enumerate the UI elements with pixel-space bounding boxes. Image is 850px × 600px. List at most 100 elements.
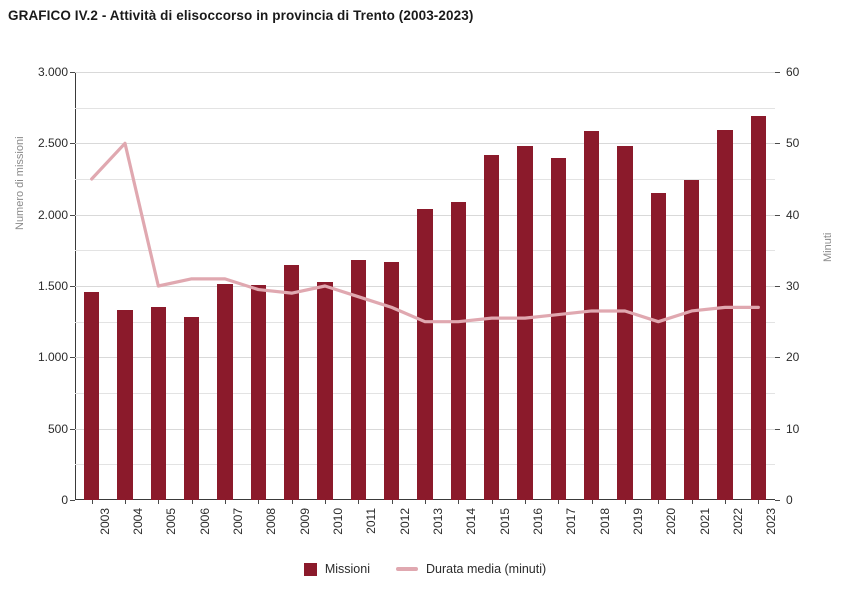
- bar-2009[interactable]: [284, 265, 300, 500]
- y-tickmark-right: [775, 214, 780, 216]
- y-tickmark-right: [775, 72, 780, 73]
- x-tickmark: [325, 500, 326, 504]
- bar-2007[interactable]: [217, 283, 233, 500]
- bar-2013[interactable]: [417, 208, 433, 500]
- gridline: [75, 107, 775, 109]
- y-tick-right-20: 20: [786, 350, 800, 365]
- y-tick-left-2.000: 2.000: [37, 207, 68, 222]
- x-tickmark: [591, 500, 593, 504]
- x-tick-label-2003: 2003: [97, 508, 112, 535]
- bar-2005[interactable]: [150, 306, 166, 500]
- x-tickmark: [625, 500, 626, 504]
- x-tick-label-2012: 2012: [397, 508, 412, 535]
- y-tickmark-left: [70, 428, 75, 430]
- y-tickmark-right: [775, 143, 780, 145]
- x-tickmark: [291, 500, 293, 504]
- x-tickmark: [458, 500, 460, 504]
- y-tickmark-left: [70, 72, 75, 73]
- chart-legend: Missioni Durata media (minuti): [0, 562, 850, 576]
- bar-2019[interactable]: [617, 146, 633, 500]
- bar-2014[interactable]: [450, 201, 466, 500]
- bar-2020[interactable]: [650, 193, 666, 500]
- y-tickmark-left: [70, 500, 75, 501]
- bar-2010[interactable]: [317, 282, 333, 500]
- bar-2006[interactable]: [184, 316, 200, 500]
- y-tick-left-1.500: 1.500: [37, 279, 68, 293]
- legend-item-durata-media[interactable]: Durata media (minuti): [395, 562, 547, 576]
- x-tick-label-2005: 2005: [164, 508, 179, 535]
- x-tick-label-2009: 2009: [297, 508, 312, 535]
- bar-2004[interactable]: [117, 309, 133, 500]
- x-tick-label-2020: 2020: [664, 508, 679, 535]
- x-tick-label-2022: 2022: [731, 508, 745, 535]
- legend-swatch-line-icon: [395, 567, 418, 571]
- bar-2011[interactable]: [350, 260, 366, 500]
- y-tickmark-right: [775, 500, 780, 501]
- y-tick-left-500: 500: [47, 421, 68, 436]
- x-tick-label-2014: 2014: [464, 508, 479, 535]
- x-tickmark: [191, 500, 193, 504]
- x-tickmark: [425, 500, 426, 504]
- x-tick-label-2015: 2015: [497, 508, 512, 535]
- bar-2023[interactable]: [750, 116, 766, 500]
- y-tickmark-left: [70, 143, 75, 145]
- y-tick-left-3.000: 3.000: [37, 65, 68, 79]
- bar-2016[interactable]: [517, 146, 533, 500]
- x-tickmark: [125, 500, 126, 504]
- x-tick-label-2013: 2013: [431, 508, 445, 535]
- y-tickmark-right: [775, 286, 780, 287]
- x-tickmark: [525, 500, 526, 504]
- y-tickmark-left: [70, 357, 75, 359]
- bar-2018[interactable]: [584, 131, 600, 500]
- legend-label: Durata media (minuti): [425, 562, 547, 576]
- x-tick-label-2011: 2011: [364, 508, 379, 534]
- bar-2003[interactable]: [84, 292, 100, 500]
- y-tick-left-2.500: 2.500: [37, 136, 68, 151]
- x-tick-label-2010: 2010: [331, 508, 345, 535]
- x-tickmark: [491, 500, 493, 504]
- bar-2021[interactable]: [684, 180, 700, 500]
- x-tick-label-2017: 2017: [564, 508, 579, 535]
- legend-swatch-square-icon: [303, 562, 317, 576]
- x-tickmark: [258, 500, 260, 504]
- x-tickmark: [91, 500, 93, 504]
- y-tickmark-left: [70, 286, 75, 287]
- bar-2022[interactable]: [717, 129, 733, 500]
- x-tickmark: [158, 500, 160, 504]
- y-tick-right-30: 30: [786, 279, 800, 293]
- y-tick-right-0: 0: [786, 493, 793, 507]
- chart-title: GRAFICO IV.2 - Attività di elisoccorso i…: [8, 8, 474, 23]
- x-tickmark: [391, 500, 393, 504]
- y-tick-left-0: 0: [61, 493, 68, 507]
- gridline: [75, 179, 775, 180]
- legend-item-missioni[interactable]: Missioni: [303, 562, 370, 576]
- x-tickmark: [758, 500, 760, 504]
- y-tick-right-40: 40: [786, 207, 800, 222]
- x-tick-label-2018: 2018: [597, 508, 612, 535]
- gridline: [75, 143, 775, 145]
- bar-2017[interactable]: [550, 157, 566, 500]
- y-tick-left-1.000: 1.000: [37, 350, 68, 365]
- y-tick-right-50: 50: [786, 136, 800, 151]
- bar-2012[interactable]: [384, 262, 400, 500]
- y-tickmark-right: [775, 428, 780, 430]
- x-tick-label-2016: 2016: [531, 508, 545, 535]
- bar-2008[interactable]: [250, 285, 266, 500]
- legend-label: Missioni: [324, 562, 370, 576]
- y-tickmark-right: [775, 357, 780, 359]
- x-tick-label-2021: 2021: [697, 508, 712, 535]
- y-tick-right-60: 60: [786, 65, 800, 79]
- y-tick-right-10: 10: [786, 421, 800, 436]
- x-tick-label-2019: 2019: [631, 508, 645, 535]
- bar-2015[interactable]: [484, 154, 500, 500]
- y-axis-right-title: Minuti: [822, 232, 834, 262]
- x-tick-label-2006: 2006: [197, 508, 212, 535]
- x-tickmark: [558, 500, 560, 504]
- x-tickmark: [658, 500, 660, 504]
- x-tickmark: [691, 500, 693, 504]
- y-tickmark-left: [70, 214, 75, 216]
- x-tick-label-2008: 2008: [264, 508, 279, 535]
- x-tick-label-2023: 2023: [764, 508, 779, 535]
- x-tickmark: [225, 500, 226, 504]
